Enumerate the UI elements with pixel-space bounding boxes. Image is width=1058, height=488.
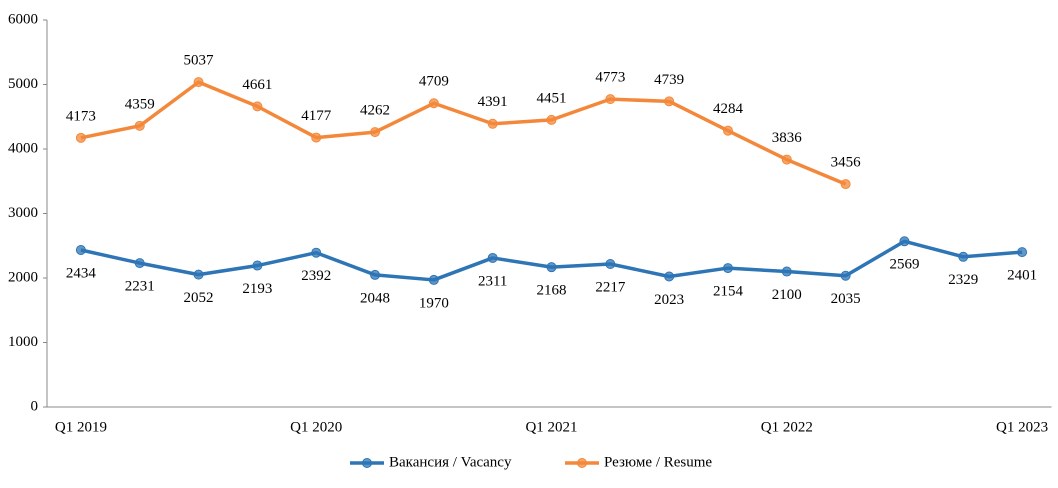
data-label: 4739 bbox=[654, 72, 684, 88]
data-label: 2401 bbox=[1007, 268, 1037, 284]
data-label: 2392 bbox=[301, 268, 331, 284]
x-tick-label: Q1 2019 bbox=[55, 419, 107, 435]
point bbox=[781, 266, 792, 277]
y-tick-label: 0 bbox=[31, 398, 39, 414]
point bbox=[252, 101, 263, 112]
data-label: 4773 bbox=[595, 70, 625, 86]
point bbox=[428, 98, 439, 109]
point bbox=[428, 274, 439, 285]
data-label: 1970 bbox=[419, 295, 449, 311]
data-label: 2052 bbox=[184, 290, 214, 306]
data-label: 2569 bbox=[889, 257, 919, 273]
data-label: 2048 bbox=[360, 290, 390, 306]
point bbox=[664, 96, 675, 107]
series-line bbox=[80, 80, 847, 186]
data-label: 2217 bbox=[595, 279, 626, 295]
point bbox=[958, 251, 969, 262]
data-label: 4391 bbox=[478, 94, 508, 110]
point bbox=[899, 236, 910, 247]
point bbox=[487, 118, 498, 129]
point bbox=[546, 262, 557, 273]
data-label: 4262 bbox=[360, 103, 390, 119]
data-label: 4177 bbox=[301, 108, 332, 124]
y-tick-label: 3000 bbox=[8, 205, 38, 221]
point bbox=[664, 271, 675, 282]
data-label: 4451 bbox=[537, 90, 567, 106]
data-label: 4173 bbox=[66, 108, 96, 124]
point bbox=[134, 258, 145, 269]
y-tick-label: 6000 bbox=[8, 11, 38, 27]
data-label: 4709 bbox=[419, 74, 449, 90]
point bbox=[781, 154, 792, 165]
y-tick-label: 5000 bbox=[8, 76, 38, 92]
data-label: 2329 bbox=[948, 272, 978, 288]
point bbox=[370, 127, 381, 138]
data-label: 4661 bbox=[242, 77, 272, 93]
point bbox=[193, 269, 204, 280]
data-label: 2434 bbox=[66, 265, 97, 281]
x-tick-label: Q1 2023 bbox=[996, 419, 1048, 435]
legend-marker bbox=[577, 458, 587, 468]
point bbox=[487, 252, 498, 263]
data-label: 2023 bbox=[654, 292, 684, 308]
point bbox=[252, 260, 263, 271]
y-tick-label: 2000 bbox=[8, 269, 38, 285]
legend-label: Вакансия / Vacancy bbox=[389, 454, 512, 470]
data-label: 2100 bbox=[772, 287, 802, 303]
data-label: 3836 bbox=[772, 130, 803, 146]
point bbox=[722, 125, 733, 136]
series-line bbox=[80, 239, 1023, 282]
point bbox=[840, 270, 851, 281]
data-label: 2193 bbox=[242, 281, 272, 297]
point bbox=[722, 263, 733, 274]
point bbox=[75, 132, 86, 143]
data-label: 2311 bbox=[478, 273, 507, 289]
point bbox=[1017, 247, 1028, 258]
x-tick-label: Q1 2020 bbox=[290, 419, 342, 435]
point bbox=[840, 179, 851, 190]
data-label: 5037 bbox=[184, 53, 215, 69]
point bbox=[605, 259, 616, 270]
point bbox=[311, 132, 322, 143]
y-tick-label: 4000 bbox=[8, 140, 38, 156]
data-label: 3456 bbox=[831, 155, 862, 171]
data-label: 4359 bbox=[125, 96, 155, 112]
data-label: 4284 bbox=[713, 101, 744, 117]
data-label: 2231 bbox=[125, 279, 155, 295]
x-tick-label: Q1 2021 bbox=[525, 419, 577, 435]
point bbox=[75, 245, 86, 256]
y-tick-label: 1000 bbox=[8, 334, 38, 350]
data-label: 2168 bbox=[537, 283, 567, 299]
point bbox=[546, 114, 557, 125]
point bbox=[311, 247, 322, 258]
point bbox=[193, 77, 204, 88]
x-tick-label: Q1 2022 bbox=[761, 419, 813, 435]
point bbox=[134, 120, 145, 131]
legend-label: Резюме / Resume bbox=[604, 454, 712, 470]
data-label: 2035 bbox=[831, 291, 861, 307]
data-label: 2154 bbox=[713, 284, 744, 300]
point bbox=[605, 94, 616, 105]
point bbox=[370, 269, 381, 280]
legend-marker bbox=[362, 458, 372, 468]
